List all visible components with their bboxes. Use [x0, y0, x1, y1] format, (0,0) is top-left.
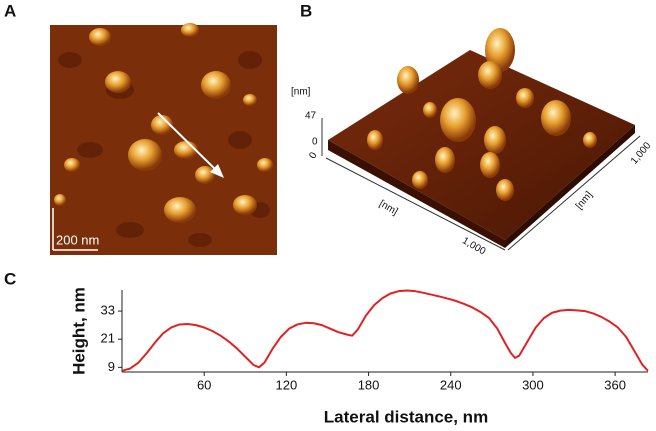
x-tick-label: 240: [440, 377, 462, 392]
line-chart: Lateral distance, nm Height, nm 9 21 33 60 1…: [69, 287, 649, 426]
y-axis-title: Height, nm: [69, 287, 88, 375]
y-axis-max: 1,000: [629, 140, 654, 167]
panel-label: C: [4, 269, 16, 288]
y-tick-label: 9: [108, 359, 115, 374]
z-axis-min: 0: [312, 137, 318, 148]
height-profile-line: [121, 289, 649, 372]
panel-label: A: [4, 1, 16, 20]
x-axis-title: Lateral distance, nm: [324, 407, 488, 426]
x-tick-label: 300: [522, 377, 544, 392]
scale-bar-label: 200 nm: [56, 232, 99, 247]
z-axis-unit: [nm]: [291, 87, 311, 98]
afm-image: [50, 23, 277, 255]
x-tick-label: 180: [358, 377, 380, 392]
x-axis-unit: [nm]: [377, 198, 400, 217]
x-tick-label: 60: [197, 377, 211, 392]
panel-label: B: [300, 1, 312, 20]
y-tick-label: 21: [101, 331, 115, 346]
y-tick-label: 33: [101, 303, 115, 318]
afm-3d-surface: [321, 28, 641, 251]
z-axis-max: 47: [305, 111, 317, 122]
x-tick-label: 120: [276, 377, 298, 392]
y-axis-unit: [nm]: [574, 189, 595, 211]
x-tick-label: 360: [604, 377, 626, 392]
axis-origin: 0: [307, 150, 320, 161]
